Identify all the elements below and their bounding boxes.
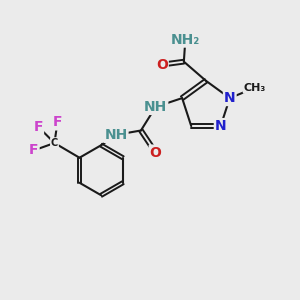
Text: O: O <box>150 146 162 160</box>
Text: NH: NH <box>104 128 128 142</box>
Text: NH: NH <box>144 100 167 114</box>
Text: F: F <box>53 116 62 129</box>
Text: F: F <box>29 143 39 158</box>
Text: C: C <box>51 138 58 148</box>
Text: F: F <box>34 120 43 134</box>
Text: N: N <box>215 119 226 133</box>
Text: O: O <box>156 58 168 72</box>
Text: CH₃: CH₃ <box>244 83 266 93</box>
Text: NH₂: NH₂ <box>171 33 200 46</box>
Text: N: N <box>224 91 236 105</box>
